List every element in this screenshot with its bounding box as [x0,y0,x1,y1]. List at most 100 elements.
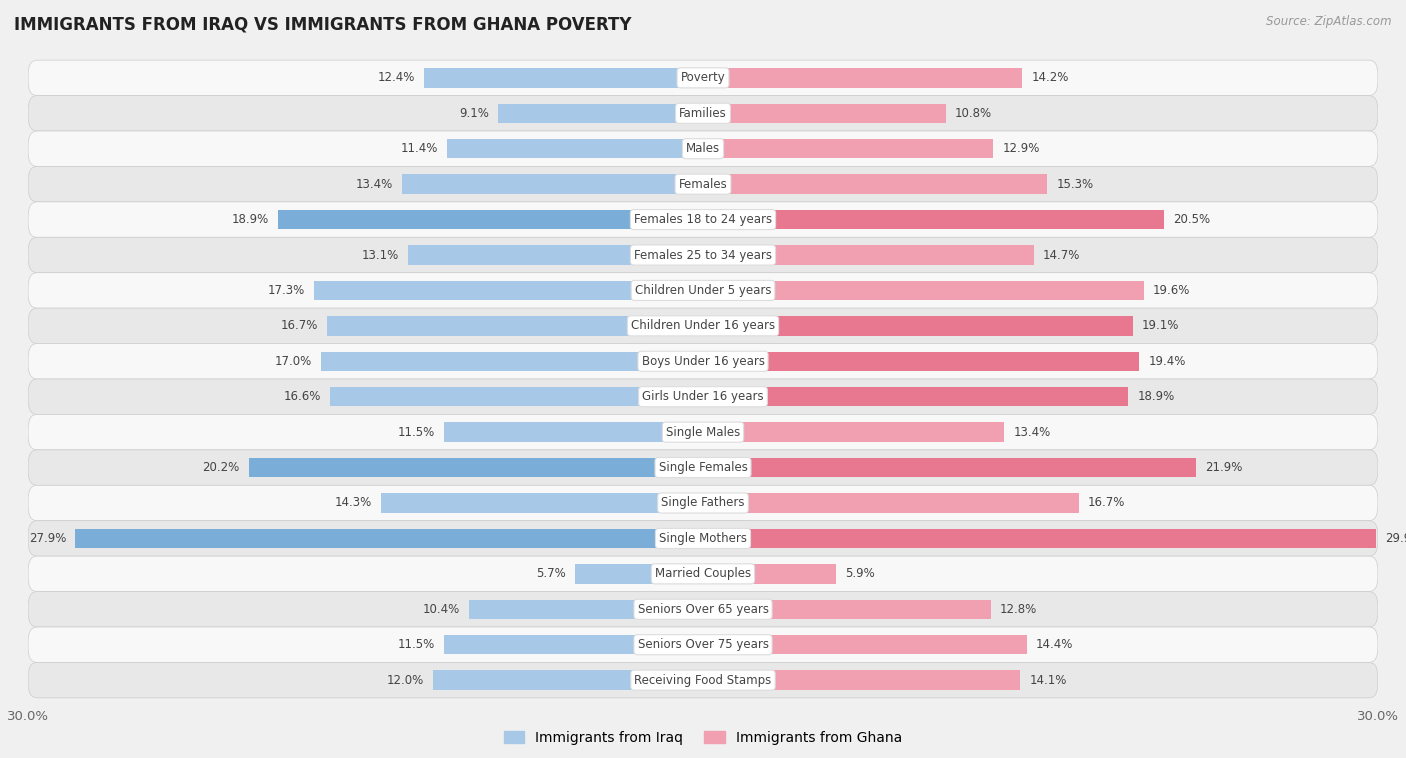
Bar [402,174,703,194]
Bar [703,458,1195,478]
FancyBboxPatch shape [28,60,1378,96]
Bar [703,670,1021,690]
Text: Receiving Food Stamps: Receiving Food Stamps [634,674,772,687]
Text: 17.3%: 17.3% [267,284,305,297]
Text: 19.4%: 19.4% [1149,355,1185,368]
Text: IMMIGRANTS FROM IRAQ VS IMMIGRANTS FROM GHANA POVERTY: IMMIGRANTS FROM IRAQ VS IMMIGRANTS FROM … [14,15,631,33]
Bar [703,139,993,158]
Bar [703,493,1078,512]
Bar [703,600,991,619]
Text: 15.3%: 15.3% [1056,177,1094,191]
Text: 20.2%: 20.2% [202,461,239,474]
Bar [703,422,1004,442]
Bar [444,422,703,442]
Bar [278,210,703,230]
FancyBboxPatch shape [28,309,1378,343]
Text: 10.4%: 10.4% [423,603,460,615]
FancyBboxPatch shape [28,237,1378,273]
Text: 19.1%: 19.1% [1142,319,1180,332]
Text: 14.3%: 14.3% [335,496,373,509]
Text: 20.5%: 20.5% [1173,213,1211,226]
FancyBboxPatch shape [28,273,1378,309]
Text: 12.8%: 12.8% [1000,603,1038,615]
Bar [314,280,703,300]
Text: Poverty: Poverty [681,71,725,84]
FancyBboxPatch shape [28,131,1378,167]
Text: 13.1%: 13.1% [363,249,399,262]
Text: Seniors Over 65 years: Seniors Over 65 years [637,603,769,615]
Text: 16.7%: 16.7% [1088,496,1125,509]
Text: 21.9%: 21.9% [1205,461,1241,474]
Text: 14.7%: 14.7% [1043,249,1080,262]
FancyBboxPatch shape [28,485,1378,521]
Text: Children Under 5 years: Children Under 5 years [634,284,772,297]
Bar [321,352,703,371]
Bar [703,68,1022,88]
Bar [703,316,1133,336]
Text: Source: ZipAtlas.com: Source: ZipAtlas.com [1267,15,1392,28]
Bar [249,458,703,478]
Bar [444,635,703,654]
Text: 18.9%: 18.9% [232,213,269,226]
FancyBboxPatch shape [28,662,1378,698]
Bar [381,493,703,512]
Text: 12.9%: 12.9% [1002,143,1039,155]
Text: 9.1%: 9.1% [460,107,489,120]
Bar [703,174,1047,194]
Bar [470,600,703,619]
Bar [703,564,835,584]
Text: 5.9%: 5.9% [845,567,875,581]
Bar [408,246,703,265]
Text: 16.7%: 16.7% [281,319,318,332]
Bar [575,564,703,584]
Text: 11.4%: 11.4% [401,143,437,155]
Text: 13.4%: 13.4% [1014,426,1050,439]
FancyBboxPatch shape [28,521,1378,556]
Bar [703,246,1033,265]
FancyBboxPatch shape [28,96,1378,131]
Text: 27.9%: 27.9% [30,532,66,545]
FancyBboxPatch shape [28,449,1378,485]
FancyBboxPatch shape [28,343,1378,379]
Text: 12.4%: 12.4% [378,71,415,84]
Text: Single Fathers: Single Fathers [661,496,745,509]
FancyBboxPatch shape [28,627,1378,662]
Bar [425,68,703,88]
Text: Single Males: Single Males [666,426,740,439]
Text: 16.6%: 16.6% [283,390,321,403]
Bar [76,528,703,548]
FancyBboxPatch shape [28,379,1378,415]
Text: 17.0%: 17.0% [274,355,312,368]
Bar [703,528,1375,548]
FancyBboxPatch shape [28,591,1378,627]
Text: 10.8%: 10.8% [955,107,993,120]
Text: 11.5%: 11.5% [398,638,436,651]
Text: Single Mothers: Single Mothers [659,532,747,545]
Bar [703,280,1144,300]
Bar [703,352,1139,371]
Bar [329,387,703,406]
Text: 5.7%: 5.7% [536,567,565,581]
Text: Males: Males [686,143,720,155]
Text: 14.4%: 14.4% [1036,638,1073,651]
Legend: Immigrants from Iraq, Immigrants from Ghana: Immigrants from Iraq, Immigrants from Gh… [498,725,908,750]
Text: Children Under 16 years: Children Under 16 years [631,319,775,332]
Bar [703,210,1164,230]
Text: Married Couples: Married Couples [655,567,751,581]
Text: Females: Females [679,177,727,191]
Text: Boys Under 16 years: Boys Under 16 years [641,355,765,368]
Text: 19.6%: 19.6% [1153,284,1191,297]
FancyBboxPatch shape [28,415,1378,449]
Text: Seniors Over 75 years: Seniors Over 75 years [637,638,769,651]
Text: Females 18 to 24 years: Females 18 to 24 years [634,213,772,226]
Bar [447,139,703,158]
Text: 12.0%: 12.0% [387,674,425,687]
Bar [433,670,703,690]
FancyBboxPatch shape [28,202,1378,237]
Text: Girls Under 16 years: Girls Under 16 years [643,390,763,403]
Text: Single Females: Single Females [658,461,748,474]
Text: Females 25 to 34 years: Females 25 to 34 years [634,249,772,262]
FancyBboxPatch shape [28,167,1378,202]
Text: 14.2%: 14.2% [1032,71,1069,84]
Text: 18.9%: 18.9% [1137,390,1174,403]
